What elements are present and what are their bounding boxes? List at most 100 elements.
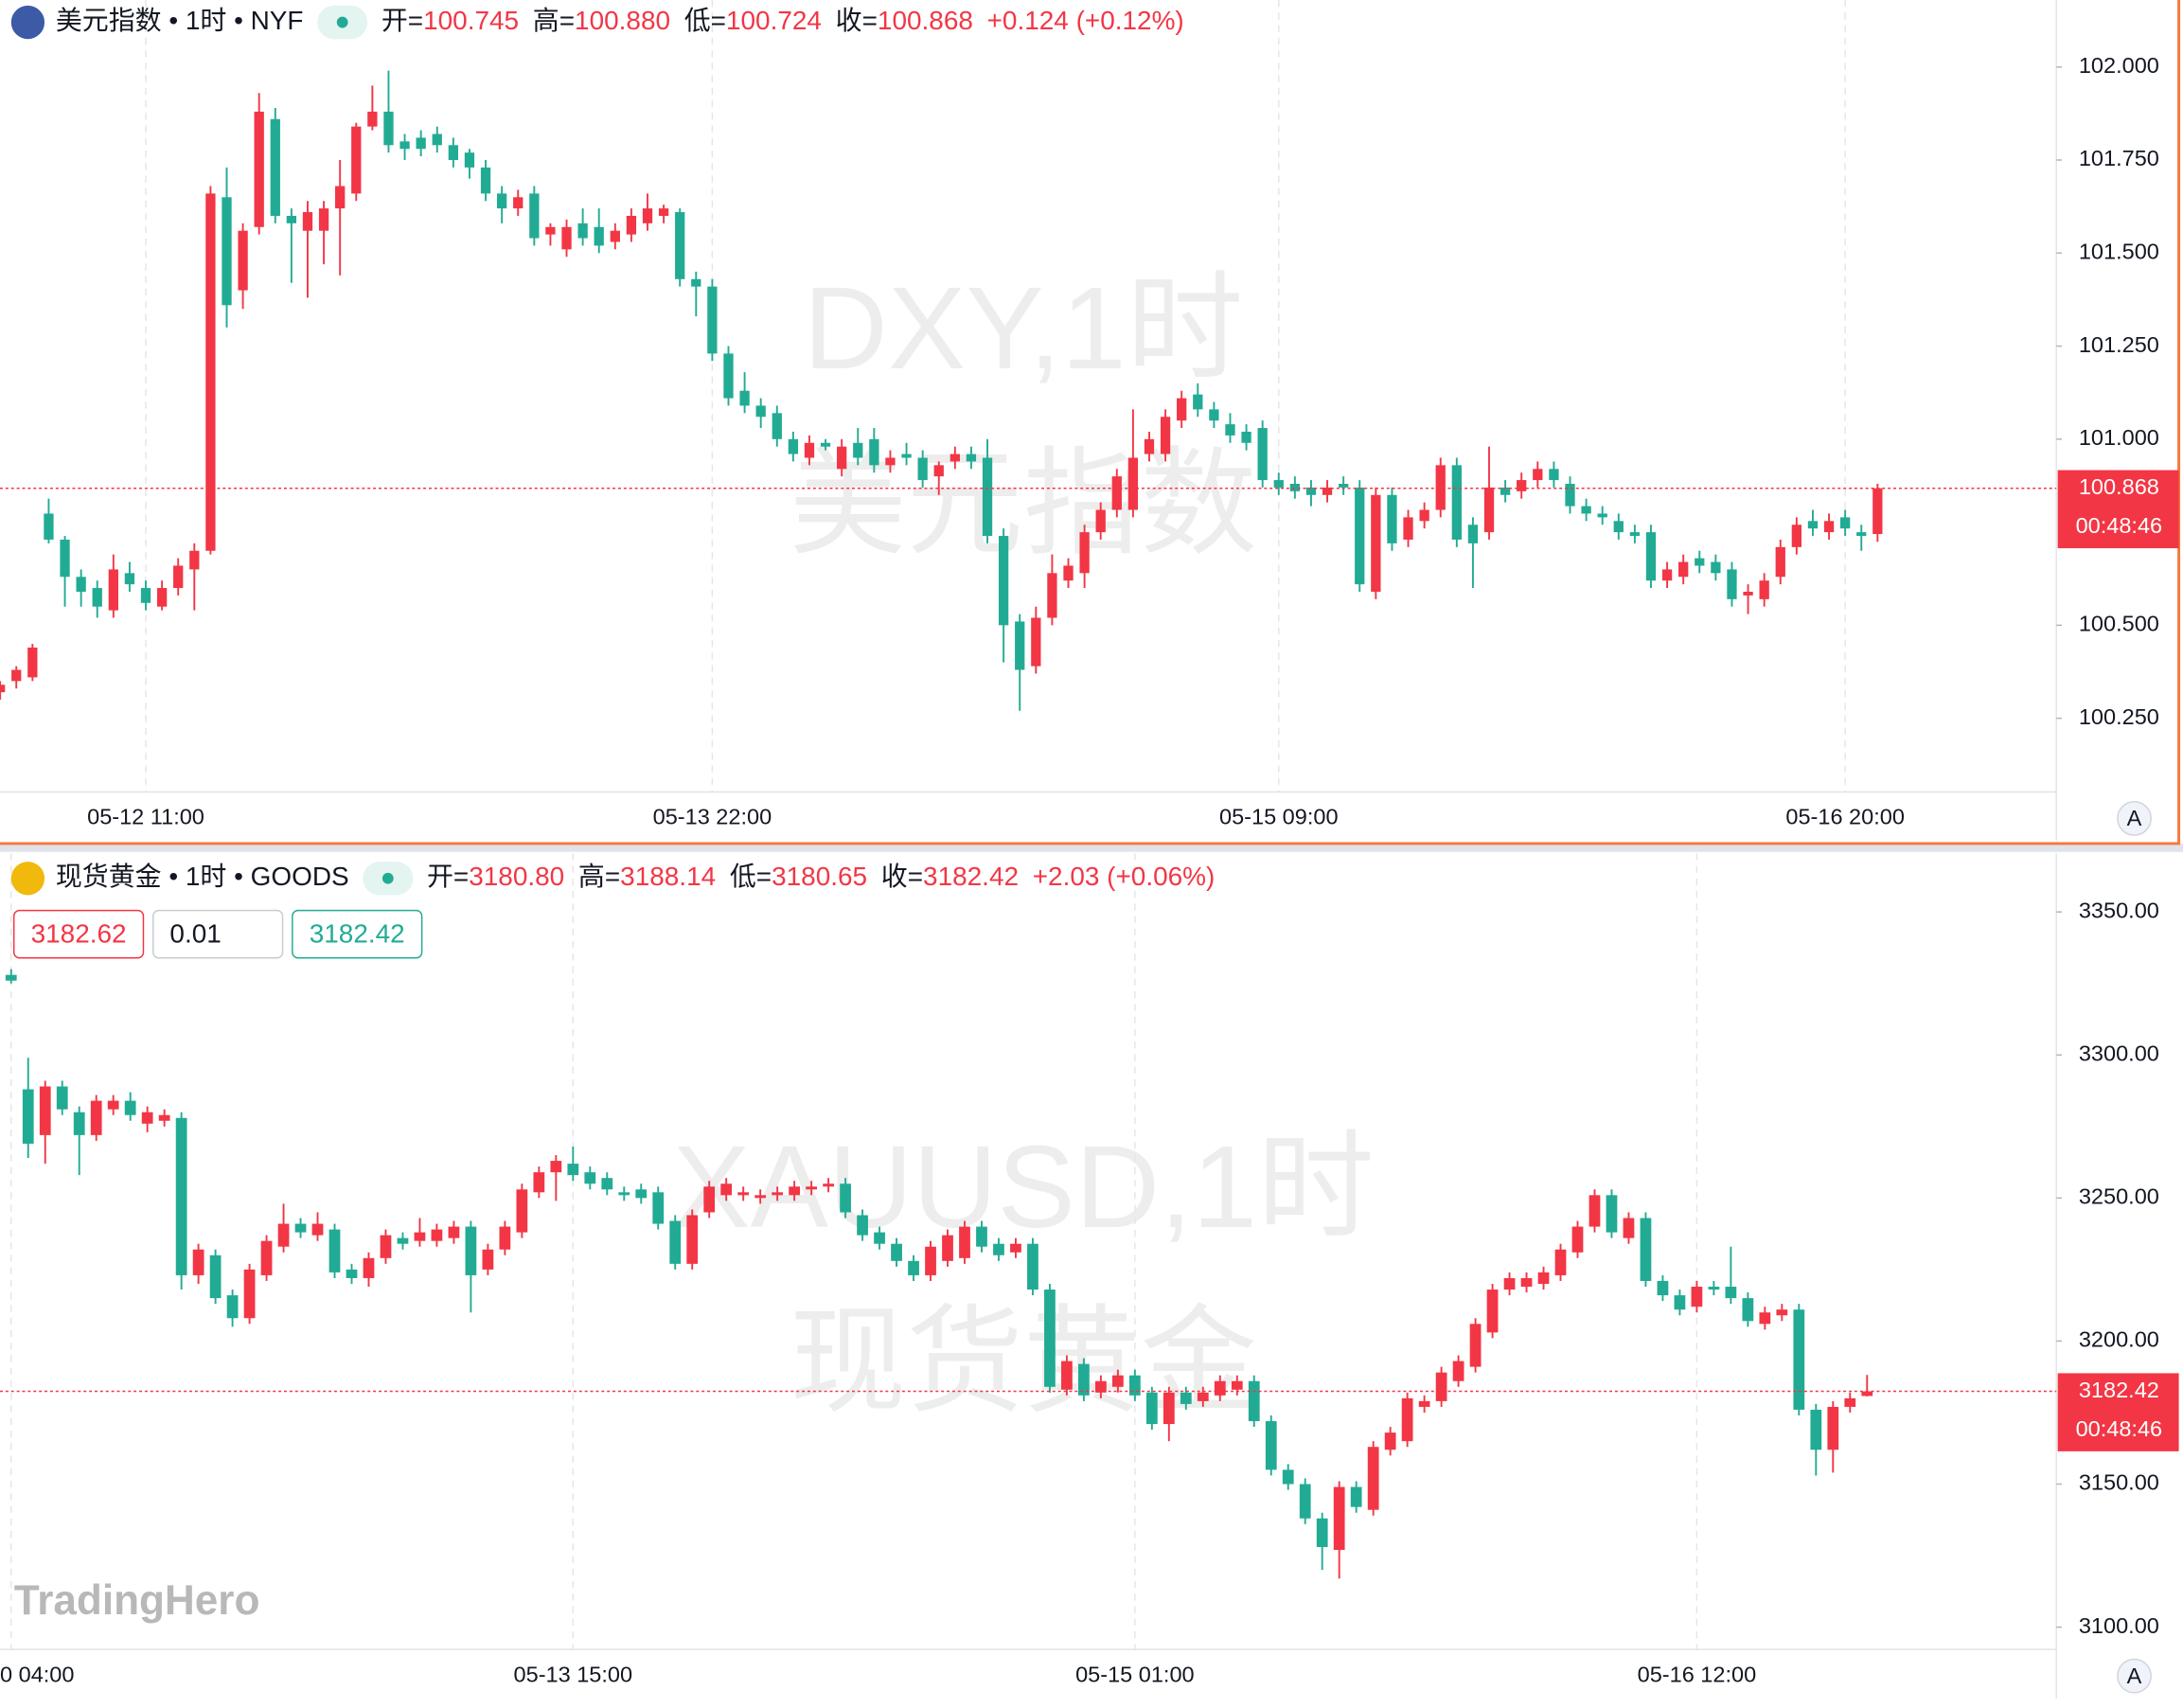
candle-body <box>1127 457 1139 510</box>
candle-body <box>1759 580 1769 599</box>
candle-body <box>754 1195 767 1199</box>
candle-body <box>806 1186 817 1190</box>
candle-body <box>1214 1380 1226 1396</box>
auto-scale-label: A <box>2127 1664 2142 1688</box>
candle-body <box>853 442 863 458</box>
candle-body <box>966 454 977 462</box>
candle-body <box>302 212 313 231</box>
candle-body <box>1282 1469 1294 1485</box>
price-change: +2.03 (+0.06%) <box>1033 862 1216 891</box>
candle-body <box>1145 1392 1158 1425</box>
candle-body <box>383 111 394 146</box>
candle-body <box>993 1243 1004 1255</box>
ohlc-label: 高= <box>578 862 620 891</box>
candle-body <box>1597 513 1607 518</box>
ohlc-value: 100.880 <box>575 6 670 35</box>
price-tag-countdown: 00:48:46 <box>2076 513 2163 538</box>
candle-body <box>533 1172 545 1193</box>
candle-body <box>720 1183 733 1196</box>
candle-body <box>141 1112 153 1124</box>
candle-body <box>351 126 362 194</box>
candle-body <box>1807 521 1819 529</box>
candle-body <box>933 465 944 477</box>
candle-body <box>917 457 928 481</box>
candle-body <box>707 286 718 354</box>
y-tick-label: 100.250 <box>2079 704 2159 729</box>
candle-body <box>189 550 200 570</box>
quote-box[interactable] <box>152 909 284 959</box>
y-tick-label: 101.750 <box>2079 146 2159 170</box>
candle-body <box>686 1215 699 1264</box>
ohlc-label: 收= <box>836 6 878 35</box>
candle-body <box>1144 438 1155 454</box>
candle-body <box>496 193 507 209</box>
candle-body <box>516 1189 528 1233</box>
candle-body <box>691 278 701 287</box>
symbol-title[interactable]: 美元指数 • 1时 • NYF <box>56 6 304 35</box>
candle-body <box>1316 1518 1328 1547</box>
candle-body <box>5 974 17 981</box>
candle-body <box>1856 532 1867 537</box>
candle-body <box>891 1243 902 1261</box>
x-tick-label: 05-13 22:00 <box>653 805 772 829</box>
candle-body <box>1111 1375 1124 1387</box>
symbol-icon <box>10 862 45 896</box>
candle-body <box>1711 561 1721 574</box>
candle-body <box>942 1235 953 1261</box>
auto-scale-button[interactable] <box>2117 1658 2152 1694</box>
candle-body <box>635 1189 648 1199</box>
candle-body <box>1128 1375 1141 1396</box>
candle-body <box>414 1232 426 1241</box>
ohlc-label: 开= <box>382 6 423 35</box>
candle-body <box>1257 428 1268 481</box>
candle-body <box>1503 1277 1516 1290</box>
x-tick-label: 05-13 15:00 <box>514 1662 633 1686</box>
candle-body <box>367 111 378 127</box>
symbol-title[interactable]: 现货黄金 • 1时 • GOODS <box>56 862 349 891</box>
candle-body <box>1759 1312 1771 1325</box>
price-tag-countdown: 00:48:46 <box>2076 1416 2163 1441</box>
candle-body <box>567 1164 579 1176</box>
candle-body <box>885 457 896 466</box>
candle-body <box>1657 1280 1669 1296</box>
active-pane-border <box>0 0 2181 845</box>
ohlc-label: 开= <box>427 862 469 891</box>
candle-body <box>1861 1391 1873 1397</box>
candle-body <box>1727 569 1737 599</box>
candle-body <box>226 1295 239 1319</box>
candle-body <box>1554 1249 1567 1275</box>
ohlc-label: 低= <box>684 6 726 35</box>
candle-body <box>482 1249 494 1270</box>
x-tick-label: 05-12 11:00 <box>87 805 204 829</box>
candle-body <box>1384 1432 1396 1450</box>
candle-body <box>60 539 70 578</box>
symbol-icon <box>10 5 45 40</box>
candle-body <box>1339 483 1349 488</box>
quote-box[interactable] <box>12 909 145 959</box>
candle-body <box>1674 1295 1686 1310</box>
quote-box[interactable] <box>292 909 423 959</box>
y-tick-label: 3150.00 <box>2079 1470 2159 1495</box>
candle-body <box>1793 1309 1805 1410</box>
candle-body <box>998 536 1009 626</box>
candle-body <box>465 1226 477 1275</box>
candle-body <box>1273 480 1284 488</box>
candle-body <box>820 442 831 447</box>
auto-scale-label: A <box>2127 806 2142 830</box>
candle-body <box>669 1220 682 1264</box>
candle-body <box>107 1100 119 1110</box>
candle-body <box>92 588 102 607</box>
candle-body <box>1467 525 1479 543</box>
candle-body <box>1872 488 1883 535</box>
candle-body <box>39 1086 51 1135</box>
candle-body <box>545 226 556 235</box>
candle-body <box>1581 506 1591 514</box>
ohlc-value: 3188.14 <box>620 862 716 891</box>
auto-scale-button[interactable] <box>2117 801 2152 836</box>
candle-body <box>976 1226 987 1247</box>
candle-body <box>1691 1287 1703 1308</box>
candle-body <box>11 669 22 682</box>
y-tick-label: 102.000 <box>2079 53 2159 78</box>
candle-body <box>431 1229 443 1241</box>
